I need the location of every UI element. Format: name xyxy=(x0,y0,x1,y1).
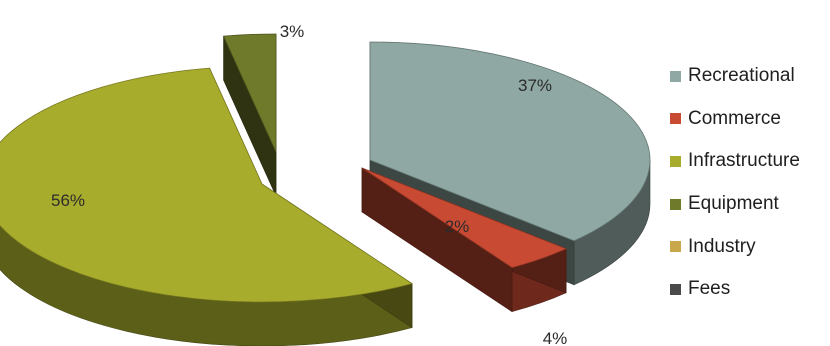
overlap-pct-label: 2% xyxy=(445,217,470,236)
legend-item-fees: Fees xyxy=(670,268,830,311)
legend-swatch xyxy=(670,241,681,253)
legend-label: Commerce xyxy=(688,107,781,129)
legend-label: Equipment xyxy=(688,193,779,215)
legend-item-commerce: Commerce xyxy=(670,98,830,141)
commerce-slice xyxy=(361,167,568,269)
legend-item-equipment: Equipment xyxy=(670,183,830,226)
commerce-pct-label: 4% xyxy=(543,329,568,346)
legend-item-recreational: Recreational xyxy=(670,55,830,98)
equipment-slice xyxy=(222,33,277,153)
equipment-pct-label: 3% xyxy=(280,22,305,41)
legend-item-industry: Industry xyxy=(670,225,830,268)
pie-slices xyxy=(0,33,651,346)
legend-item-infrastructure: Infrastructure xyxy=(670,140,830,183)
recreational-slice xyxy=(369,41,651,242)
pie-labels: 37% 4% 56% 3% 2% xyxy=(51,22,567,346)
legend-label: Recreational xyxy=(688,65,795,87)
legend-swatch xyxy=(670,155,681,167)
legend-label: Fees xyxy=(688,278,731,300)
legend-label: Industry xyxy=(688,235,756,257)
legend-swatch xyxy=(670,70,681,82)
infrastructure-pct-label: 56% xyxy=(51,191,85,210)
recreational-pct-label: 37% xyxy=(518,76,552,95)
chart-legend: Recreational Commerce Infrastructure Equ… xyxy=(670,55,830,311)
legend-swatch xyxy=(670,113,681,125)
legend-swatch xyxy=(670,283,681,295)
legend-swatch xyxy=(670,198,681,210)
infrastructure-slice xyxy=(0,67,413,303)
legend-label: Infrastructure xyxy=(688,150,800,172)
